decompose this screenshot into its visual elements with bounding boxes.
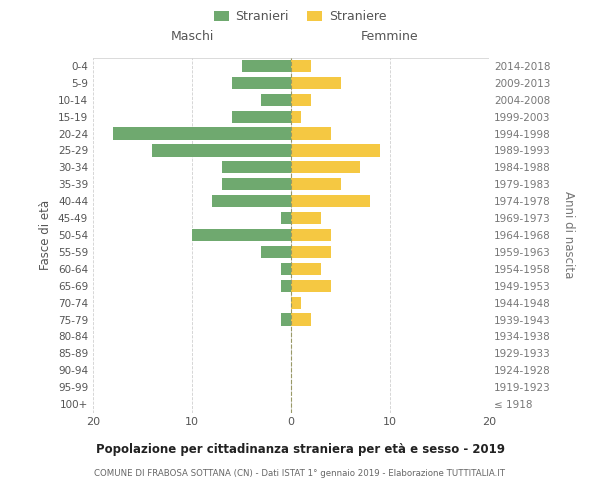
Bar: [291, 178, 341, 190]
Bar: [222, 178, 291, 190]
Bar: [291, 60, 311, 72]
Bar: [281, 212, 291, 224]
Bar: [291, 280, 331, 292]
Bar: [291, 144, 380, 156]
Bar: [232, 77, 291, 89]
Bar: [291, 128, 331, 140]
Bar: [281, 314, 291, 326]
Bar: [113, 128, 291, 140]
Bar: [291, 94, 311, 106]
Bar: [212, 195, 291, 207]
Bar: [291, 162, 361, 173]
Bar: [232, 110, 291, 123]
Bar: [291, 212, 321, 224]
Bar: [152, 144, 291, 156]
Bar: [291, 77, 341, 89]
Bar: [262, 94, 291, 106]
Text: Femmine: Femmine: [361, 30, 419, 44]
Y-axis label: Fasce di età: Fasce di età: [40, 200, 52, 270]
Bar: [192, 229, 291, 241]
Bar: [281, 280, 291, 292]
Text: Maschi: Maschi: [170, 30, 214, 44]
Bar: [291, 110, 301, 123]
Bar: [291, 296, 301, 308]
Text: Popolazione per cittadinanza straniera per età e sesso - 2019: Popolazione per cittadinanza straniera p…: [95, 442, 505, 456]
Legend: Stranieri, Straniere: Stranieri, Straniere: [210, 6, 390, 26]
Y-axis label: Anni di nascita: Anni di nascita: [562, 192, 575, 278]
Bar: [262, 246, 291, 258]
Bar: [291, 229, 331, 241]
Bar: [291, 195, 370, 207]
Bar: [222, 162, 291, 173]
Bar: [242, 60, 291, 72]
Bar: [281, 262, 291, 275]
Text: COMUNE DI FRABOSA SOTTANA (CN) - Dati ISTAT 1° gennaio 2019 - Elaborazione TUTTI: COMUNE DI FRABOSA SOTTANA (CN) - Dati IS…: [95, 469, 505, 478]
Bar: [291, 262, 321, 275]
Bar: [291, 314, 311, 326]
Bar: [291, 246, 331, 258]
